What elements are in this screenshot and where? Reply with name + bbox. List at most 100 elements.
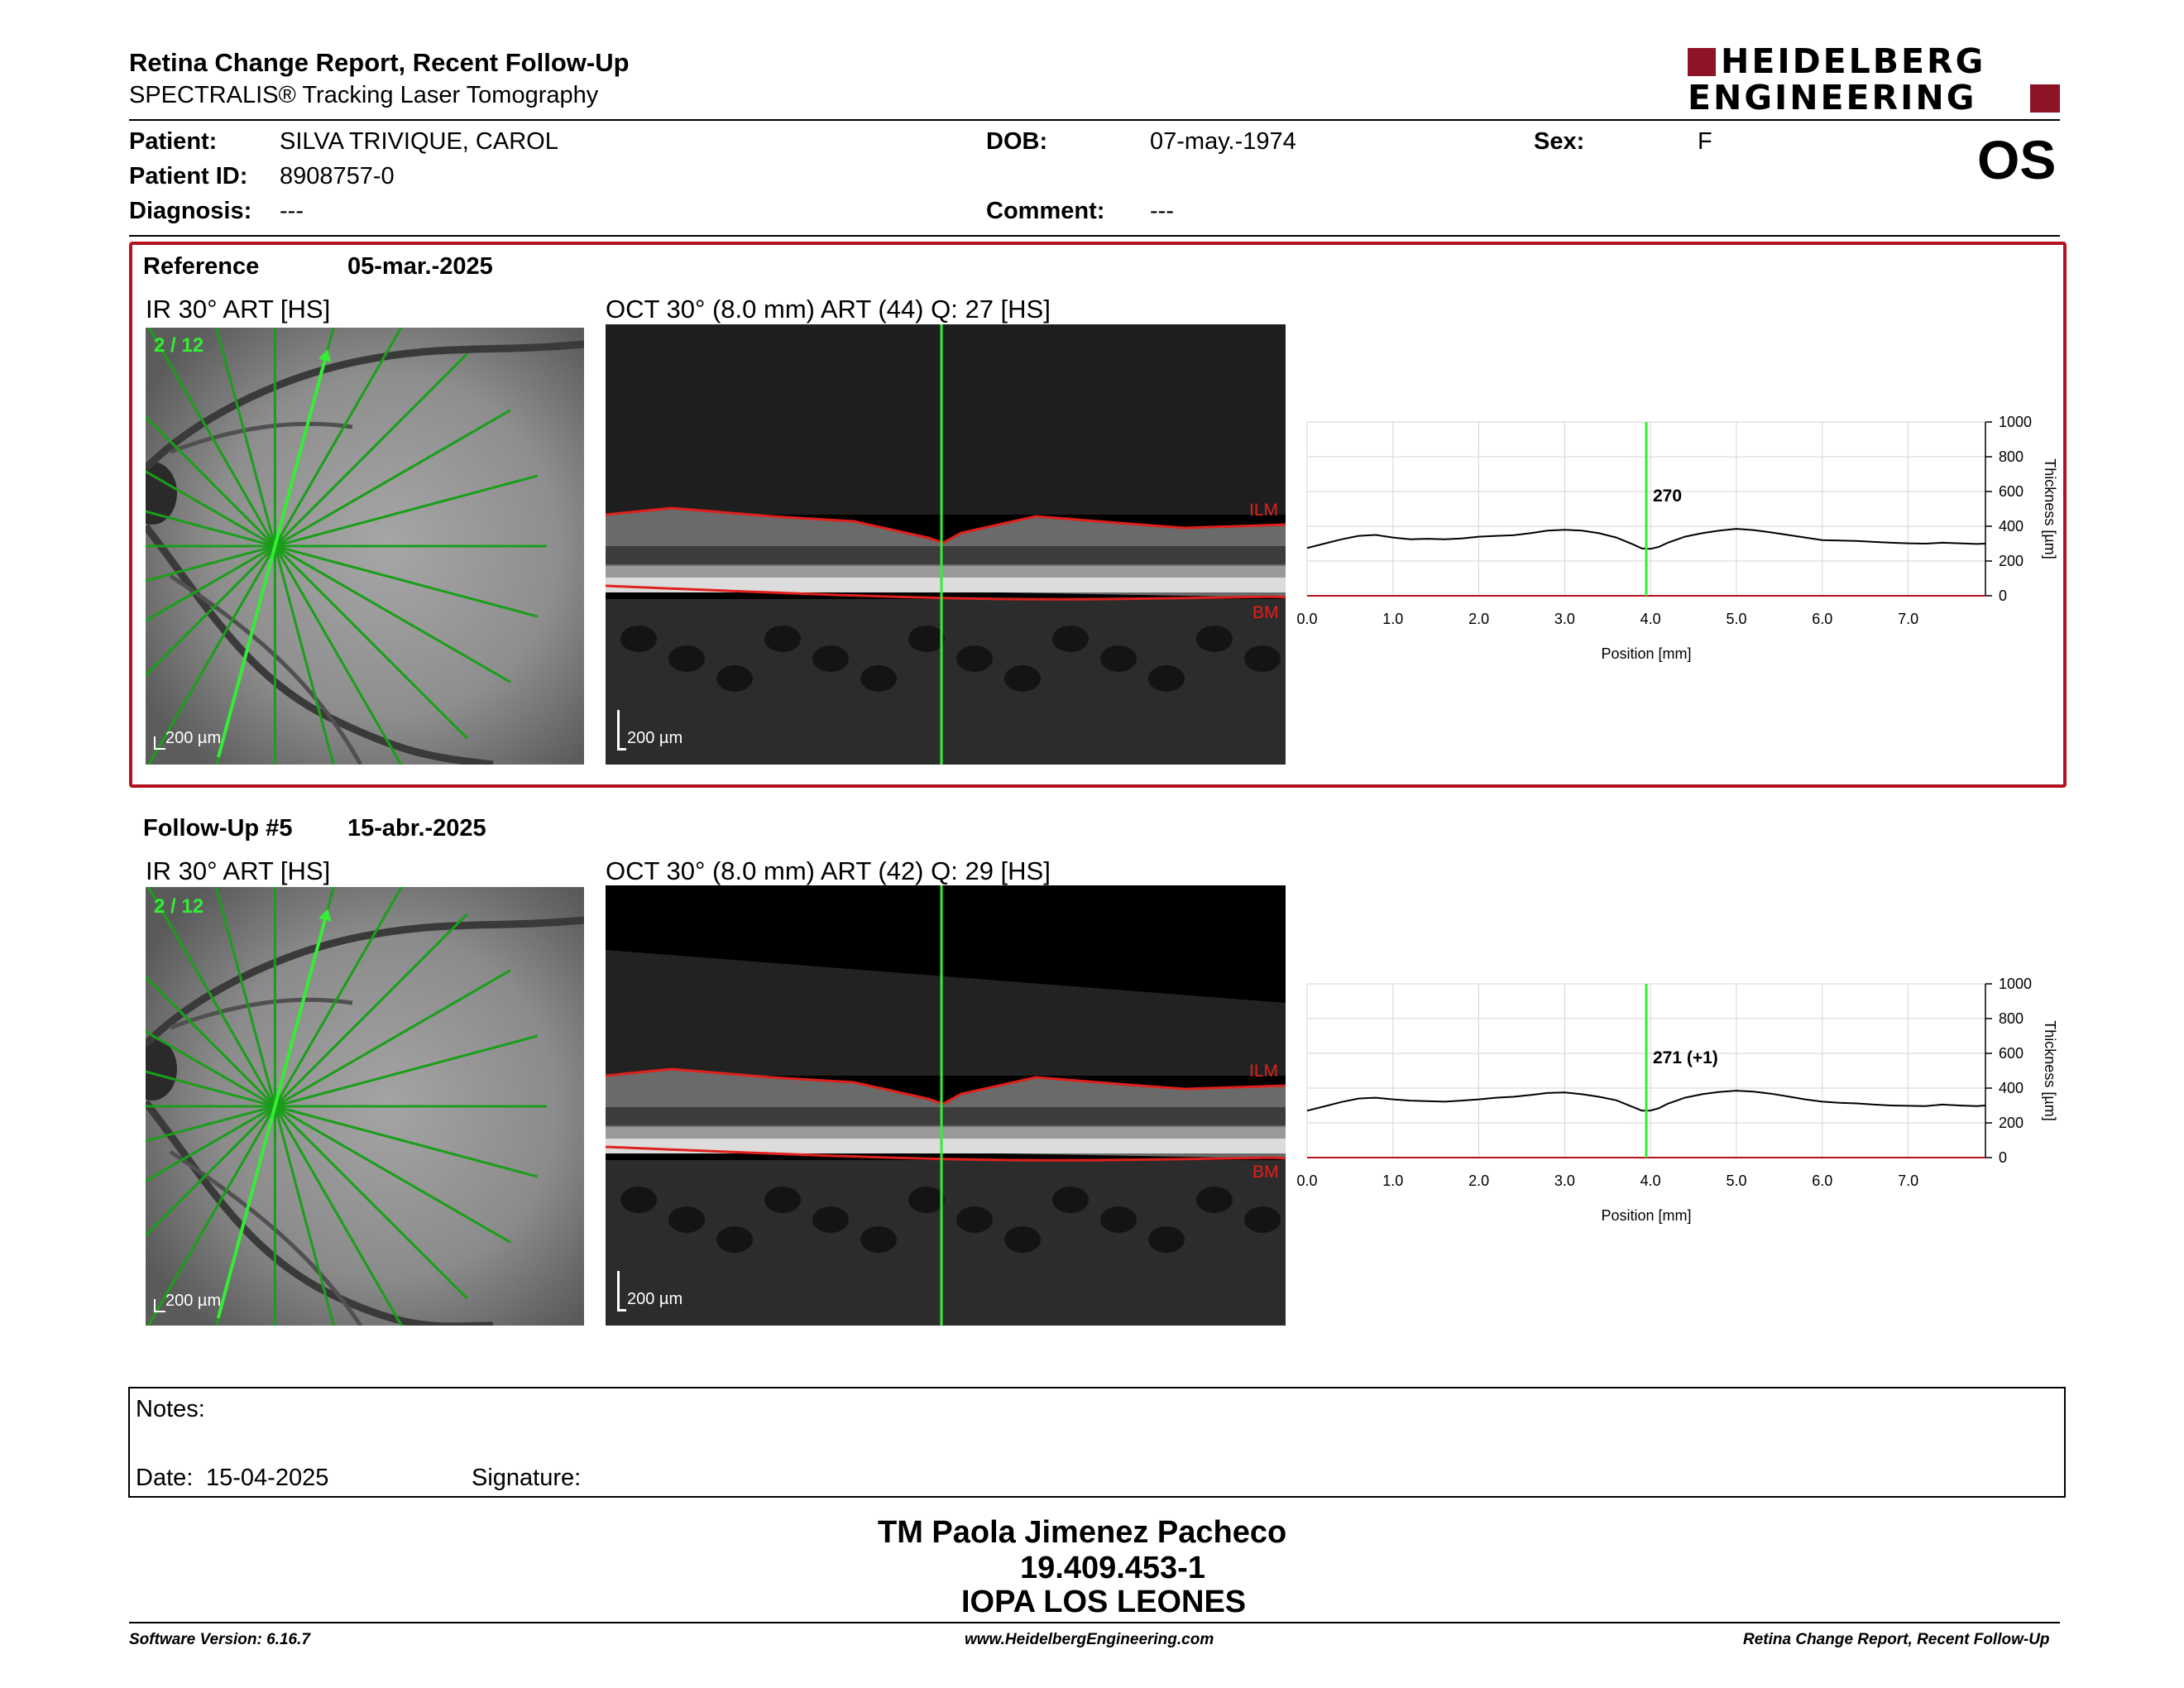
- scale-bar-icon: [154, 1299, 165, 1312]
- ir-scale-label: 200 µm: [165, 1292, 222, 1310]
- x-tick-label: 7.0: [1898, 1172, 1918, 1189]
- oct-scale-label: 200 µm: [627, 729, 683, 747]
- x-tick-label: 3.0: [1554, 1172, 1575, 1189]
- x-tick-label: 0.0: [1296, 611, 1317, 627]
- choroid-vessel: [1148, 1226, 1185, 1253]
- diagnosis-value: ---: [280, 198, 304, 224]
- x-tick-label: 4.0: [1640, 611, 1661, 627]
- radial-scan-pattern: [146, 328, 547, 765]
- retina-layer: [606, 1107, 1286, 1125]
- choroid-vessel: [1196, 626, 1233, 652]
- brand-line-2: ENGINEERING: [1688, 78, 1977, 117]
- thickness-plot: 0.0 1.0 2.0 3.0 4.0 5.0 6.0 7.0 0 200 400 600 800 100…: [1296, 414, 2058, 662]
- ir-scale-label: 200 µm: [165, 729, 222, 747]
- followup-thickness-chart: 0.0 1.0 2.0 3.0 4.0 5.0 6.0 7.0 0 200 400 600 800 100…: [1296, 972, 2068, 1237]
- y-tick-label: 1000: [1999, 414, 2032, 430]
- report-subtitle: SPECTRALIS® Tracking Laser Tomography: [129, 82, 599, 108]
- y-tick-label: 600: [1999, 1045, 2024, 1062]
- choroid-vessel: [908, 1187, 945, 1213]
- y-tick-label: 0: [1999, 1149, 2007, 1166]
- y-tick-label: 200: [1999, 1115, 2024, 1131]
- rpe-band: [606, 1139, 1286, 1153]
- eye-label: OS: [1977, 129, 2057, 190]
- y-tick-label: 0: [1999, 587, 2007, 604]
- y-tick-label: 1000: [1999, 976, 2032, 992]
- active-scan-line: [217, 360, 327, 758]
- retina-layer: [606, 566, 1286, 578]
- followup-oct-image[interactable]: ILM BM 200 µm: [606, 885, 1286, 1326]
- choroid-vessel: [1100, 645, 1137, 672]
- comment-value: ---: [1150, 198, 1174, 224]
- thickness-line: [1306, 1090, 1986, 1112]
- followup-ir-image[interactable]: 2 / 12 200 µm: [146, 887, 584, 1326]
- bm-line: [606, 584, 1286, 601]
- cursor-value-label: 271 (+1): [1653, 1048, 1718, 1067]
- stamp-institution: IOPA LOS LEONES: [961, 1585, 1247, 1619]
- vitreous-noise: [606, 950, 1286, 1076]
- choroid-vessel: [764, 1187, 801, 1213]
- x-axis-label: Position [mm]: [1601, 1207, 1691, 1224]
- cursor-value-label: 270: [1653, 487, 1682, 506]
- choroid-vessel: [1004, 665, 1041, 692]
- y-tick-label: 200: [1999, 553, 2024, 569]
- oct-scale-label: 200 µm: [627, 1290, 683, 1308]
- x-tick-label: 1.0: [1382, 611, 1403, 627]
- reference-ir-image[interactable]: 2 / 12 200 µm: [146, 328, 584, 765]
- x-tick-label: 6.0: [1812, 611, 1832, 627]
- x-tick-label: 4.0: [1640, 1172, 1661, 1189]
- patient-label: Patient:: [129, 128, 218, 155]
- patient-id-label: Patient ID:: [129, 163, 248, 189]
- choroid-vessel: [716, 665, 753, 692]
- y-tick-label: 400: [1999, 518, 2024, 535]
- scale-bar-icon: [617, 1271, 626, 1312]
- stamp-name: TM Paola Jimenez Pacheco: [878, 1515, 1287, 1550]
- choroid-vessel: [860, 665, 897, 692]
- choroid-vessel: [860, 1226, 897, 1253]
- scale-bar-icon: [617, 710, 626, 750]
- patient-id: 8908757-0: [280, 163, 395, 189]
- oct-bm-label: BM: [1252, 603, 1279, 622]
- reference-oct-image[interactable]: ILM BM 200 µm: [606, 324, 1286, 765]
- scan-direction-arrow-icon: [318, 909, 332, 922]
- notes-box: [128, 1387, 2066, 1498]
- reference-thickness-chart: 0.0 1.0 2.0 3.0 4.0 5.0 6.0 7.0 0 200 400 600 800 100…: [1296, 410, 2068, 675]
- choroid-vessel: [1052, 1187, 1089, 1213]
- sex-value: F: [1698, 128, 1712, 155]
- dob-value: 07-may.-1974: [1150, 128, 1296, 155]
- choroid-vessel: [668, 1206, 705, 1233]
- scale-bar-icon: [154, 736, 165, 750]
- radial-scan-pattern: [146, 887, 547, 1326]
- patient-name: SILVA TRIVIQUE, CAROL: [280, 128, 558, 155]
- retina-layer: [606, 1127, 1286, 1139]
- reference-date: 05-mar.-2025: [347, 253, 493, 280]
- brand-logo: HEIDELBERG ENGINEERING: [1688, 45, 2068, 116]
- y-tick-label: 800: [1999, 1010, 2024, 1027]
- oct-bscan: [606, 324, 1286, 765]
- ilm-line: [606, 506, 1286, 544]
- oct-ilm-label: ILM: [1249, 1062, 1279, 1081]
- choroid-vessel: [716, 1226, 753, 1253]
- choroid-vessel: [1244, 645, 1281, 672]
- followup-date: 15-abr.-2025: [347, 815, 486, 842]
- notes-date: 15-04-2025: [206, 1465, 329, 1491]
- sex-label: Sex:: [1534, 128, 1585, 155]
- stamp-id: 19.409.453-1: [1020, 1551, 1205, 1585]
- choroid-vessel: [1052, 626, 1089, 652]
- report-title: Retina Change Report, Recent Follow-Up: [129, 48, 630, 77]
- patient-divider: [129, 235, 2060, 237]
- notes-date-label: Date:: [136, 1465, 194, 1491]
- choroid-vessel: [956, 1206, 993, 1233]
- brand-line-1: HEIDELBERG: [1721, 41, 1986, 81]
- x-tick-label: 6.0: [1812, 1172, 1832, 1189]
- y-tick-label: 600: [1999, 483, 2024, 500]
- reference-label: Reference: [143, 253, 260, 280]
- comment-label: Comment:: [986, 198, 1105, 224]
- oct-bscan: [606, 885, 1286, 1326]
- followup-label: Follow-Up #5: [143, 815, 293, 842]
- active-scan-line: [216, 919, 327, 1319]
- x-tick-label: 0.0: [1296, 1172, 1317, 1189]
- choroid-vessel: [1004, 1226, 1041, 1253]
- y-axis-label: Thickness [µm]: [2042, 458, 2058, 559]
- footer-website[interactable]: www.HeidelbergEngineering.com: [965, 1631, 1214, 1648]
- footer-divider: [129, 1622, 2060, 1623]
